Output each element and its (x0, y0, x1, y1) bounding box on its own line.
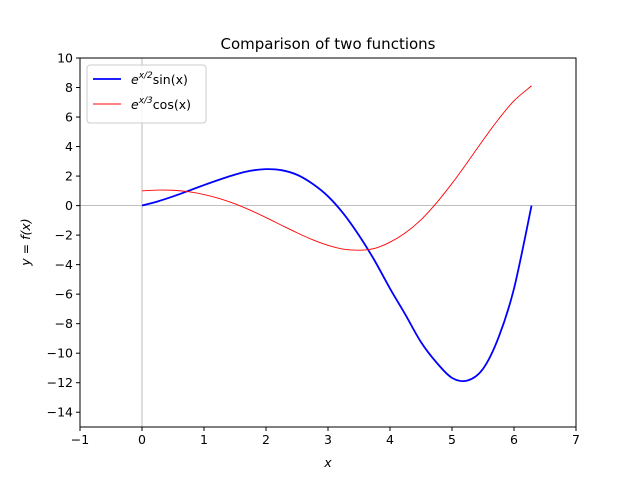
legend-entry-0: ex/2sin(x) (131, 71, 188, 87)
y-tick-label: 0 (65, 198, 73, 213)
y-tick-label: −4 (55, 257, 73, 272)
x-tick-label: 1 (200, 432, 208, 447)
y-tick-label: −8 (55, 316, 73, 331)
y-tick-label: −10 (47, 346, 73, 361)
series-line-1 (141, 85, 532, 251)
y-tick-label: 4 (65, 139, 73, 154)
y-tick-label: 8 (65, 80, 73, 95)
x-axis-label: x (323, 455, 332, 470)
y-tick-label: 2 (65, 169, 73, 184)
legend-entry-1: ex/3cos(x) (131, 96, 191, 112)
y-tick-label: −6 (55, 287, 73, 302)
y-axis-label: y = f(x) (18, 218, 33, 266)
x-tick-label: 5 (448, 432, 456, 447)
x-tick-label: 2 (262, 432, 270, 447)
x-tick-label: −1 (71, 432, 89, 447)
y-tick-label: 6 (65, 110, 73, 125)
x-tick-label: 7 (572, 432, 580, 447)
x-tick-label: 0 (138, 432, 146, 447)
chart-title: Comparison of two functions (221, 35, 436, 53)
y-tick-label: −2 (55, 228, 73, 243)
y-tick-label: −12 (47, 375, 73, 390)
y-tick-label: 10 (57, 51, 73, 66)
x-tick-label: 3 (324, 432, 332, 447)
series-line-0 (141, 168, 533, 383)
y-tick-label: −14 (47, 405, 73, 420)
x-tick-label: 4 (386, 432, 394, 447)
legend: ex/2sin(x) ex/3cos(x) (86, 64, 207, 124)
x-tick-label: 6 (510, 432, 518, 447)
